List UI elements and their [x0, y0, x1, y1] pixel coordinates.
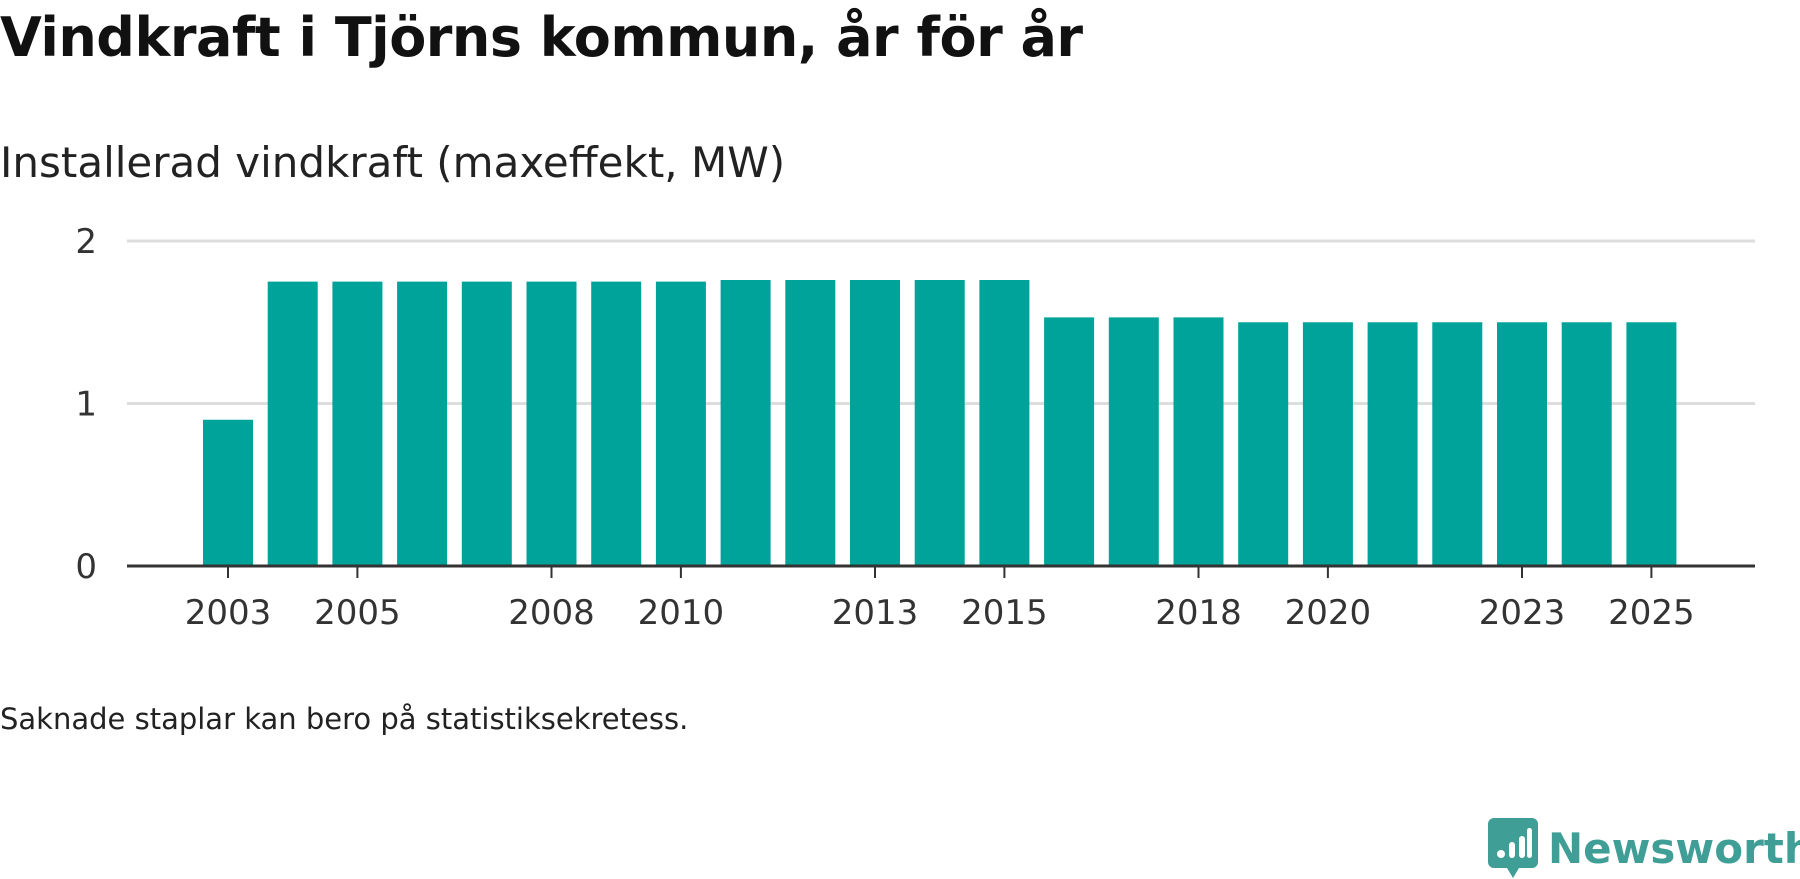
x-tick-label-2018: 2018 [1155, 593, 1242, 633]
bar-2005[interactable] [332, 281, 383, 566]
x-tick-label-2025: 2025 [1608, 593, 1695, 633]
x-tick-label-2008: 2008 [508, 593, 595, 633]
bar-2016[interactable] [1044, 317, 1095, 566]
x-tick-label-2010: 2010 [638, 593, 725, 633]
bar-2008[interactable] [526, 281, 577, 566]
x-tick-label-2003: 2003 [185, 593, 272, 633]
bar-2012[interactable] [785, 280, 836, 566]
bar-2014[interactable] [914, 280, 965, 566]
bar-2003[interactable] [203, 419, 253, 566]
bar-2011[interactable] [720, 280, 771, 566]
bar-2021[interactable] [1367, 322, 1418, 566]
x-axis-tick-labels: 2003 2005 2008 2010 2013 2015 2018 2020 2023 2025 [185, 593, 1695, 633]
bar-2007[interactable] [461, 281, 512, 566]
chart-subtitle: Installerad vindkraft (maxeffekt, MW) [0, 138, 786, 187]
footnote: Saknade staplar kan bero på statistiksek… [0, 702, 689, 736]
bar-2020[interactable] [1302, 322, 1353, 566]
bar-2013[interactable] [850, 280, 900, 566]
x-tick-label-2020: 2020 [1285, 593, 1372, 633]
x-tick-label-2005: 2005 [314, 593, 401, 633]
bar-2022[interactable] [1432, 322, 1483, 566]
x-tick-label-2015: 2015 [961, 593, 1048, 633]
bar-2017[interactable] [1108, 317, 1159, 566]
y-tick-label-2: 2 [75, 222, 97, 262]
brand-logo[interactable]: Newsworthy [1488, 818, 1800, 878]
bar-2015[interactable] [979, 280, 1030, 566]
bar-2009[interactable] [591, 281, 642, 566]
bar-2019[interactable] [1238, 322, 1289, 566]
chart-title: Vindkraft i Tjörns kommun, år för år [0, 6, 1083, 69]
bar-2025[interactable] [1626, 322, 1677, 566]
x-tick-label-2023: 2023 [1479, 593, 1566, 633]
brand-name: Newsworthy [1548, 823, 1800, 873]
bar-2018[interactable] [1173, 317, 1224, 566]
bar-2010[interactable] [655, 281, 706, 566]
bar-2004[interactable] [267, 281, 318, 566]
y-tick-label-0: 0 [75, 547, 97, 587]
bar-2024[interactable] [1561, 322, 1612, 566]
bar-series [203, 280, 1677, 566]
newsworthy-logo-icon [1488, 818, 1538, 878]
bar-2023[interactable] [1497, 322, 1547, 566]
x-axis-ticks [227, 566, 1653, 578]
bar-chart: 0 1 2 2003 2005 2008 2010 2013 2015 2018 2020 2023… [75, 222, 1755, 633]
y-tick-label-1: 1 [75, 385, 97, 425]
x-tick-label-2013: 2013 [832, 593, 919, 633]
y-axis-tick-labels: 0 1 2 [75, 222, 97, 587]
bar-2006[interactable] [397, 281, 448, 566]
